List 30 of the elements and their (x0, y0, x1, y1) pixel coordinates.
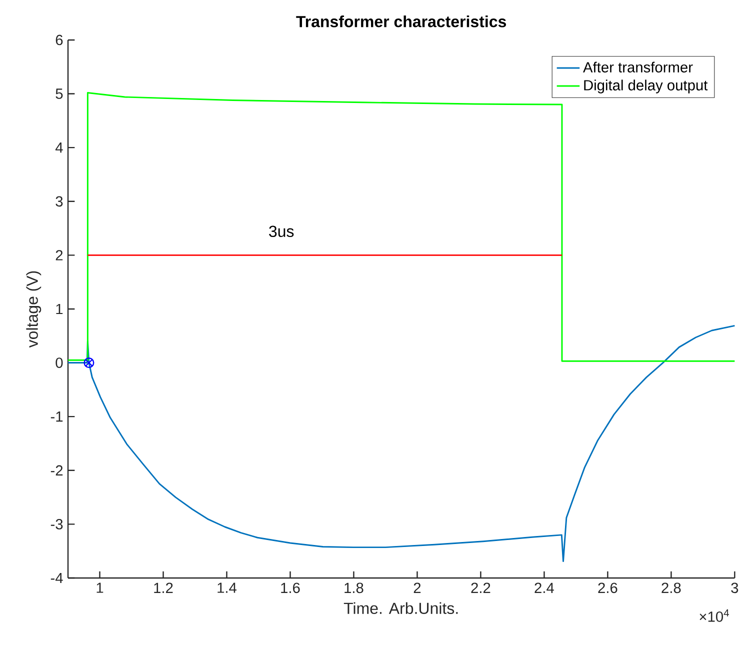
text: ×10$^{4}$ (700, 609, 729, 622)
legend-label: Digital delay output (584, 80, 708, 94)
annotation: 3us (269, 226, 294, 238)
x-tick-label: 2.6 (598, 582, 618, 594)
y-tick-label: -4 (50, 572, 63, 584)
line-series (67, 92, 736, 362)
x-tick-label: 1 (96, 582, 104, 593)
y-tick-label: 5 (56, 88, 63, 99)
x-tick-label: 2 (414, 582, 421, 593)
legend-label: After transformer (583, 62, 693, 72)
y-tick-label: -1 (50, 412, 63, 422)
y-tick-label: 2 (56, 250, 63, 260)
x-tick-label: 1.8 (344, 582, 364, 594)
chart-title: Transformer characteristics (296, 16, 506, 28)
y-tick-label: 4 (55, 142, 63, 153)
y-tick-label: 3 (56, 196, 63, 207)
y-tick-label: 1 (56, 304, 63, 314)
x-tick-label: 3 (731, 582, 738, 594)
y-tick-label: 0 (56, 358, 63, 368)
x-tick-label: 2.8 (662, 582, 681, 594)
y-tick-label: -3 (50, 519, 63, 530)
y-tick-label: 6 (56, 34, 63, 46)
x-tick-label: 2.4 (534, 582, 554, 593)
y-tick-label: -2 (50, 465, 63, 476)
x-tick-label: 1.2 (154, 582, 173, 593)
x-tick-label: 1.6 (281, 582, 300, 594)
x-axis-title: Time. Arb.Units. (344, 602, 458, 614)
x-tick-label: 2.2 (471, 582, 490, 593)
y-axis-title: voltage (V) (26, 271, 42, 348)
x-tick-label: 1.4 (218, 582, 236, 593)
